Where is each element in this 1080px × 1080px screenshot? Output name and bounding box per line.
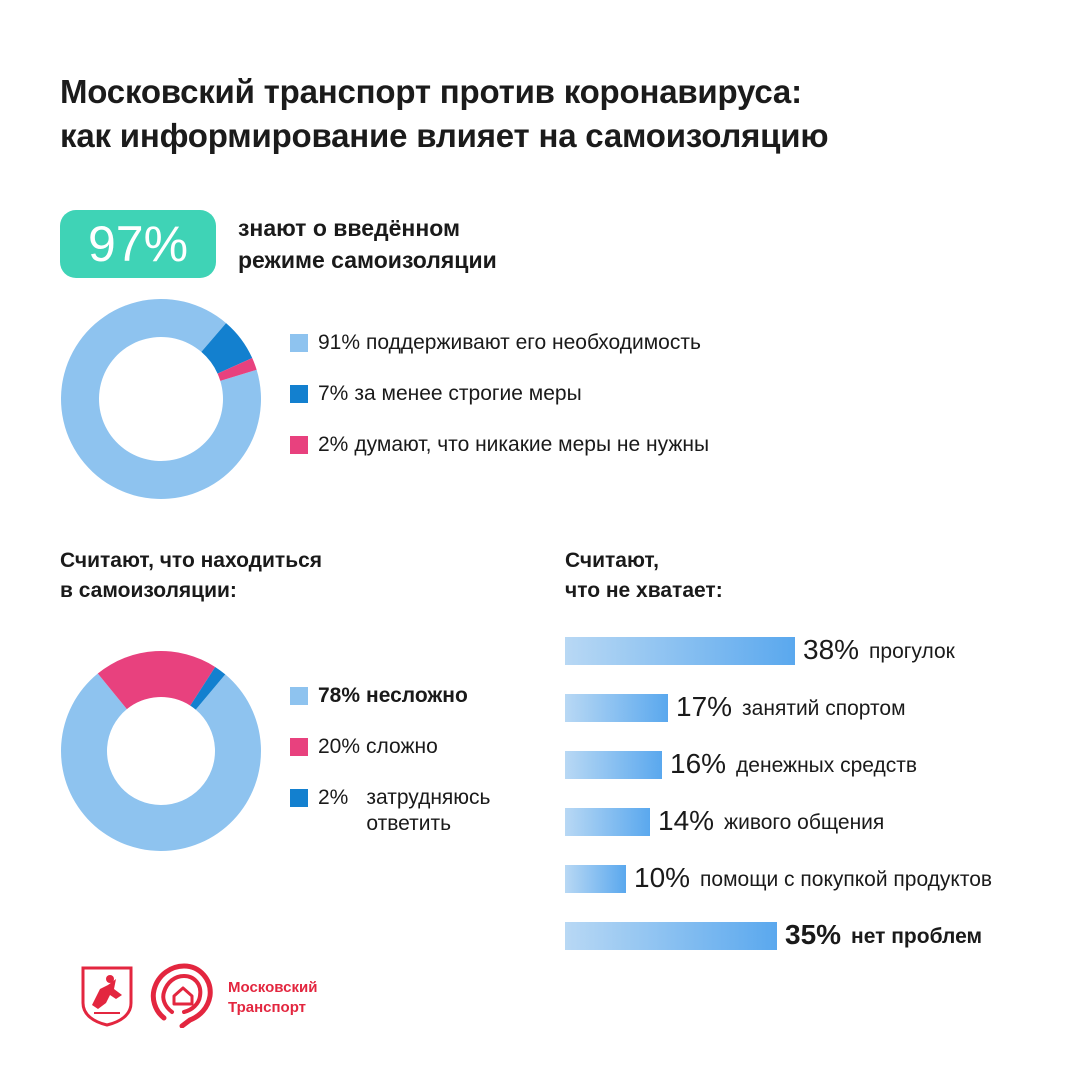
title-line-2: как информирование влияет на самоизоляци… (60, 117, 829, 154)
legend-0-value-0: 91% (318, 331, 361, 354)
legend-0-value-2: 2% (318, 433, 349, 456)
brand-name-line-1: Московский (228, 979, 318, 996)
legend-1-swatch-1 (290, 738, 308, 756)
legend-0-item-1: 7% за менее строгие меры (290, 381, 582, 407)
awareness-badge: 97% (60, 210, 216, 278)
donut-0-slice-2 (217, 358, 257, 381)
legend-0-label-2: думают, что никакие меры не нужны (354, 433, 710, 456)
bar-value-label-5: 35% (785, 919, 842, 950)
bar-category-label-1: занятий спортом (742, 697, 906, 720)
bar-2 (565, 751, 662, 779)
bar-3 (565, 808, 650, 836)
bar-value-label-4: 10% (634, 862, 691, 893)
title-line-1: Московский транспорт против коронавируса… (60, 73, 802, 110)
difficulty-heading-line-1: Считают, что находиться (60, 549, 323, 572)
legend-0-label-0: поддерживают его необходимость (366, 331, 701, 354)
awareness-text-line-2: режиме самоизоляции (238, 247, 497, 273)
donut-0-slice-0 (61, 298, 262, 500)
awareness-text-line-1: знают о введённом (238, 215, 460, 241)
legend-0-item-0: 91% поддерживают его необходимость (290, 330, 701, 356)
lacking-heading: Считают, что не хватает: (565, 546, 723, 606)
legend-0-swatch-2 (290, 436, 308, 454)
moscow-coat-of-arms-icon (81, 966, 133, 1027)
page-title: Московский транспорт против коронавируса… (60, 70, 1040, 158)
legend-1-item-0: 78% несложно (290, 683, 468, 709)
legend-1-item-1: 20% сложно (290, 734, 438, 760)
legend-1-value-0: 78% (318, 684, 361, 707)
bar-value-label-3: 14% (658, 805, 715, 836)
bar-category-label-5: нет проблем (851, 925, 983, 948)
bar-1 (565, 694, 668, 722)
support-donut-chart (61, 298, 262, 500)
legend-1-value-2: 2% (318, 786, 349, 809)
legend-0-label-1: за менее строгие меры (354, 382, 582, 405)
legend-1-label-0: несложно (366, 684, 468, 707)
bar-category-label-4: помощи с покупкой продуктов (700, 868, 993, 891)
legend-0-swatch-1 (290, 385, 308, 403)
legend-1-swatch-0 (290, 687, 308, 705)
legend-1-label-2: затрудняюсь ответить (366, 786, 491, 835)
legend-1-swatch-2 (290, 789, 308, 807)
legend-0-value-1: 7% (318, 382, 349, 405)
donut-1-slice-1 (97, 651, 216, 710)
donut-0-slice-1 (201, 323, 253, 374)
difficulty-donut-chart (60, 651, 261, 851)
lacking-heading-line-2: что не хватает: (565, 579, 723, 602)
difficulty-heading: Считают, что находиться в самоизоляции: (60, 546, 322, 606)
difficulty-heading-line-2: в самоизоляции: (60, 579, 237, 602)
legend-0-swatch-0 (290, 334, 308, 352)
legend-0-item-2: 2% думают, что никакие меры не нужны (290, 432, 709, 458)
bar-4 (565, 865, 626, 893)
moscow-transport-logo-icon (150, 963, 213, 1028)
bar-value-label-2: 16% (670, 748, 727, 779)
bar-category-label-0: прогулок (869, 640, 955, 663)
bar-category-label-3: живого общения (724, 811, 885, 834)
brand-name-line-2: Транспорт (228, 999, 307, 1016)
bar-category-label-2: денежных средств (736, 754, 918, 777)
donut-1-slice-0 (60, 673, 261, 851)
legend-1-item-2: 2% затрудняюсь ответить (290, 785, 516, 837)
awareness-text: знают о введённом режиме самоизоляции (238, 212, 658, 276)
bar-0 (565, 637, 795, 665)
lacking-heading-line-1: Считают, (565, 549, 659, 572)
bar-value-label-1: 17% (676, 691, 733, 722)
legend-1-value-1: 20% (318, 735, 361, 758)
bar-5 (565, 922, 777, 950)
bar-value-label-0: 38% (803, 634, 860, 665)
donut-1-slice-2 (190, 666, 226, 710)
legend-1-label-1: сложно (366, 735, 438, 758)
brand-name: Московский Транспорт (228, 978, 317, 1018)
